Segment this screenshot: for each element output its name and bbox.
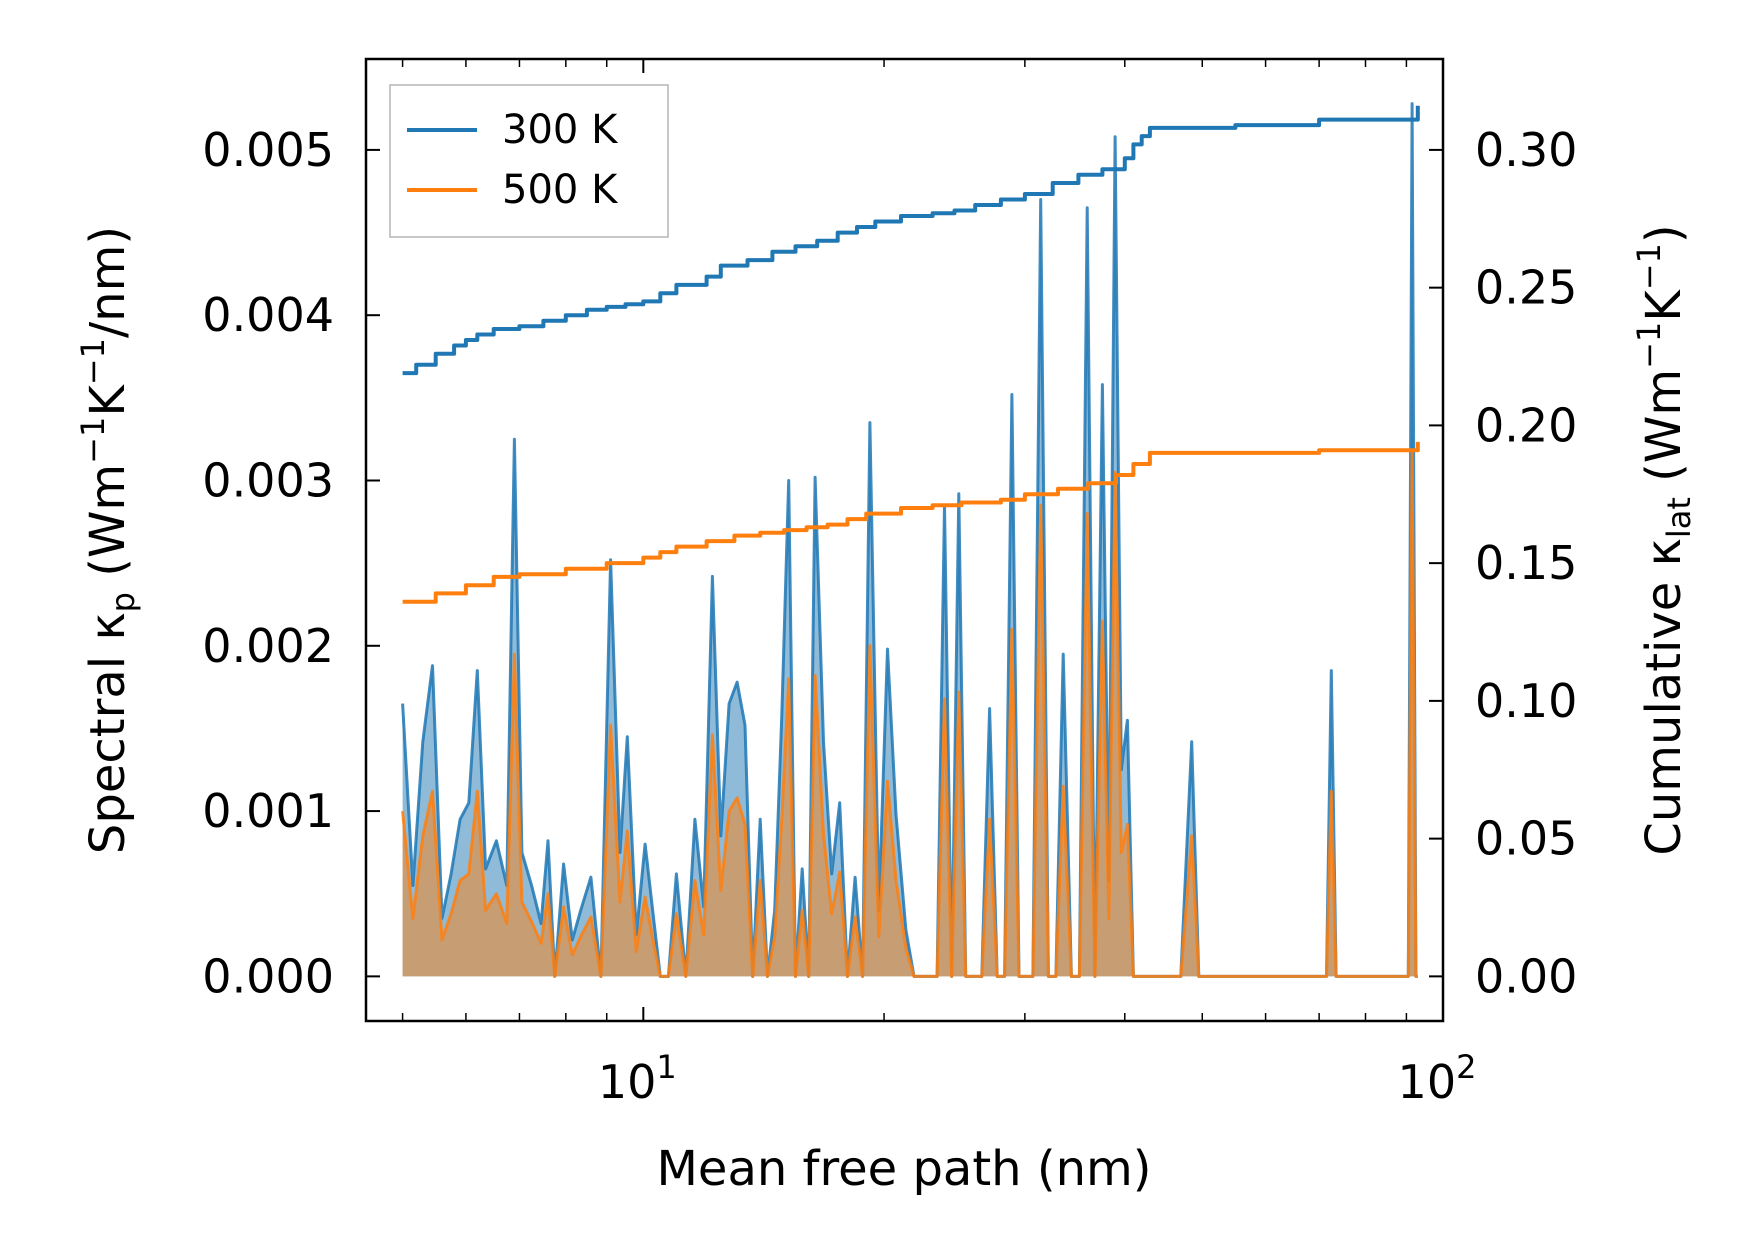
svg-text:Spectral κp (Wm−1K−1/nm): Spectral κp (Wm−1K−1/nm) xyxy=(74,226,142,854)
svg-text:Cumulative κlat (Wm−1K−1): Cumulative κlat (Wm−1K−1) xyxy=(1630,224,1698,855)
y-right-tick-label: 0.15 xyxy=(1475,536,1577,590)
legend-box xyxy=(389,84,669,238)
y-left-tick-label: 0.001 xyxy=(202,784,334,838)
y-left-tick-label: 0.002 xyxy=(202,619,334,673)
y-right-tick-label: 0.30 xyxy=(1475,123,1577,177)
y-right-tick-label: 0.00 xyxy=(1475,949,1577,1003)
spectral-line-500k xyxy=(401,449,1418,978)
spectral-area-300k xyxy=(402,103,1418,977)
y-right-tick-label: 0.20 xyxy=(1475,398,1577,452)
y-left-tick-label: 0.005 xyxy=(202,123,334,177)
axis-ticks: 0.000 0.001 0.002 0.003 0.004 0.005 0.00 0.05 0.… xyxy=(202,59,1577,1109)
cumulative-line-300k xyxy=(402,105,1420,376)
legend: 300 K 500 K xyxy=(389,84,669,238)
cumulative-lines xyxy=(402,105,1420,604)
y-left-tick-label: 0.004 xyxy=(202,288,334,342)
x-axis-title: Mean free path (nm) xyxy=(657,1141,1152,1197)
y-axis-left-title: Spectral κp (Wm−1K−1/nm) xyxy=(74,226,142,854)
y-right-tick-label: 0.05 xyxy=(1475,812,1577,866)
plot-frame xyxy=(364,57,1445,1023)
y-right-tick-label: 0.25 xyxy=(1475,261,1577,315)
cumulative-line-500k xyxy=(402,441,1420,604)
spectral-fills xyxy=(401,102,1418,978)
y-left-tick-label: 0.003 xyxy=(202,453,334,507)
y-axis-right-title: Cumulative κlat (Wm−1K−1) xyxy=(1630,224,1698,855)
spectral-area-500k xyxy=(402,450,1418,977)
legend-label-300k: 300 K xyxy=(502,107,619,153)
legend-label-500k: 500 K xyxy=(502,167,619,213)
y-right-tick-label: 0.10 xyxy=(1475,674,1577,728)
y-left-tick-label: 0.000 xyxy=(202,949,334,1003)
